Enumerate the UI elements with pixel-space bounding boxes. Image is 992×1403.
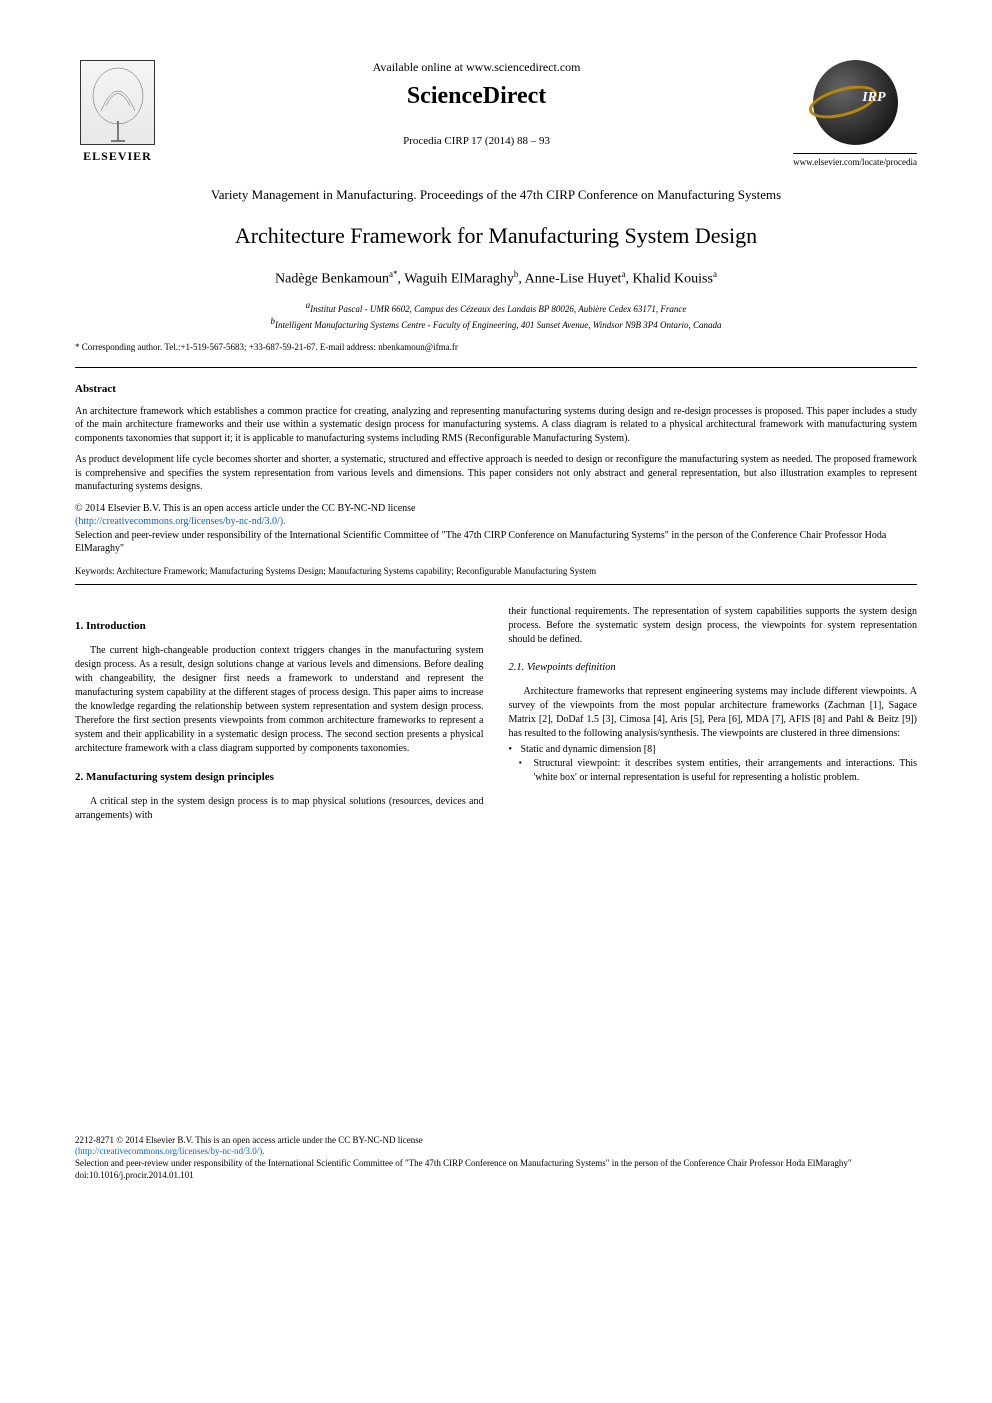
available-online-text: Available online at www.sciencedirect.co… (180, 60, 773, 75)
license-link[interactable]: (http://creativecommons.org/licenses/by-… (75, 516, 286, 527)
elsevier-text: ELSEVIER (83, 149, 152, 164)
affiliation-a: Institut Pascal - UMR 6602, Campus des C… (310, 304, 686, 314)
section-2-p1: A critical step in the system design pro… (75, 795, 484, 823)
bullet-1: Static and dynamic dimension [8] (509, 743, 918, 757)
header-center: Available online at www.sciencedirect.co… (160, 60, 793, 147)
elsevier-tree-icon (80, 60, 155, 145)
divider (75, 367, 917, 368)
abstract-paragraph-2: As product development life cycle become… (75, 453, 917, 494)
author-2: , Waguih ElMaraghy (397, 272, 513, 287)
section-1-heading: 1. Introduction (75, 620, 484, 632)
sciencedirect-brand: ScienceDirect (180, 83, 773, 110)
conference-title: Variety Management in Manufacturing. Pro… (75, 187, 917, 203)
elsevier-url: www.elsevier.com/locate/procedia (793, 153, 917, 167)
affiliation-b: Intelligent Manufacturing Systems Centre… (275, 320, 721, 330)
cirp-label: IRP (862, 90, 885, 106)
section-2-heading: 2. Manufacturing system design principle… (75, 771, 484, 783)
copyright-block: © 2014 Elsevier B.V. This is an open acc… (75, 502, 917, 556)
author-3: , Anne-Lise Huyet (518, 272, 621, 287)
corresponding-author: * Corresponding author. Tel.:+1-519-567-… (75, 342, 917, 352)
author-4-sup: a (713, 269, 717, 279)
selection-text: Selection and peer-review under responsi… (75, 530, 886, 555)
copyright-text: © 2014 Elsevier B.V. This is an open acc… (75, 503, 416, 514)
footer-license-link[interactable]: (http://creativecommons.org/licenses/by-… (75, 1146, 265, 1156)
journal-citation: Procedia CIRP 17 (2014) 88 – 93 (180, 135, 773, 147)
author-4: , Khalid Kouiss (625, 272, 713, 287)
footer-selection: Selection and peer-review under responsi… (75, 1158, 852, 1168)
left-column: 1. Introduction The current high-changea… (75, 605, 484, 825)
keywords: Keywords: Architecture Framework; Manufa… (75, 566, 917, 576)
section-2-p2-continued: their functional requirements. The repre… (509, 605, 918, 647)
sub-bullet-1: Structural viewpoint: it describes syste… (509, 757, 918, 785)
divider-thin (75, 584, 917, 585)
abstract-paragraph-1: An architecture framework which establis… (75, 405, 917, 446)
footer-issn: 2212-8271 © 2014 Elsevier B.V. This is a… (75, 1135, 423, 1145)
right-column: their functional requirements. The repre… (509, 605, 918, 825)
body-columns: 1. Introduction The current high-changea… (75, 605, 917, 825)
footer: 2212-8271 © 2014 Elsevier B.V. This is a… (75, 1135, 917, 1182)
cirp-logo: IRP www.elsevier.com/locate/procedia (793, 60, 917, 167)
paper-title: Architecture Framework for Manufacturing… (75, 223, 917, 249)
abstract-heading: Abstract (75, 383, 917, 395)
authors-line: Nadège Benkamouna*, Waguih ElMaraghyb, A… (75, 269, 917, 288)
affiliations: aInstitut Pascal - UMR 6602, Campus des … (75, 300, 917, 330)
section-2-1-p1: Architecture frameworks that represent e… (509, 685, 918, 741)
elsevier-logo: ELSEVIER (75, 60, 160, 164)
section-2-1-heading: 2.1. Viewpoints definition (509, 662, 918, 673)
cirp-circle-icon: IRP (813, 60, 898, 145)
header-row: ELSEVIER Available online at www.science… (75, 60, 917, 167)
author-1: Nadège Benkamoun (275, 272, 389, 287)
footer-doi: doi:10.1016/j.procir.2014.01.101 (75, 1170, 194, 1180)
section-1-p1: The current high-changeable production c… (75, 644, 484, 756)
